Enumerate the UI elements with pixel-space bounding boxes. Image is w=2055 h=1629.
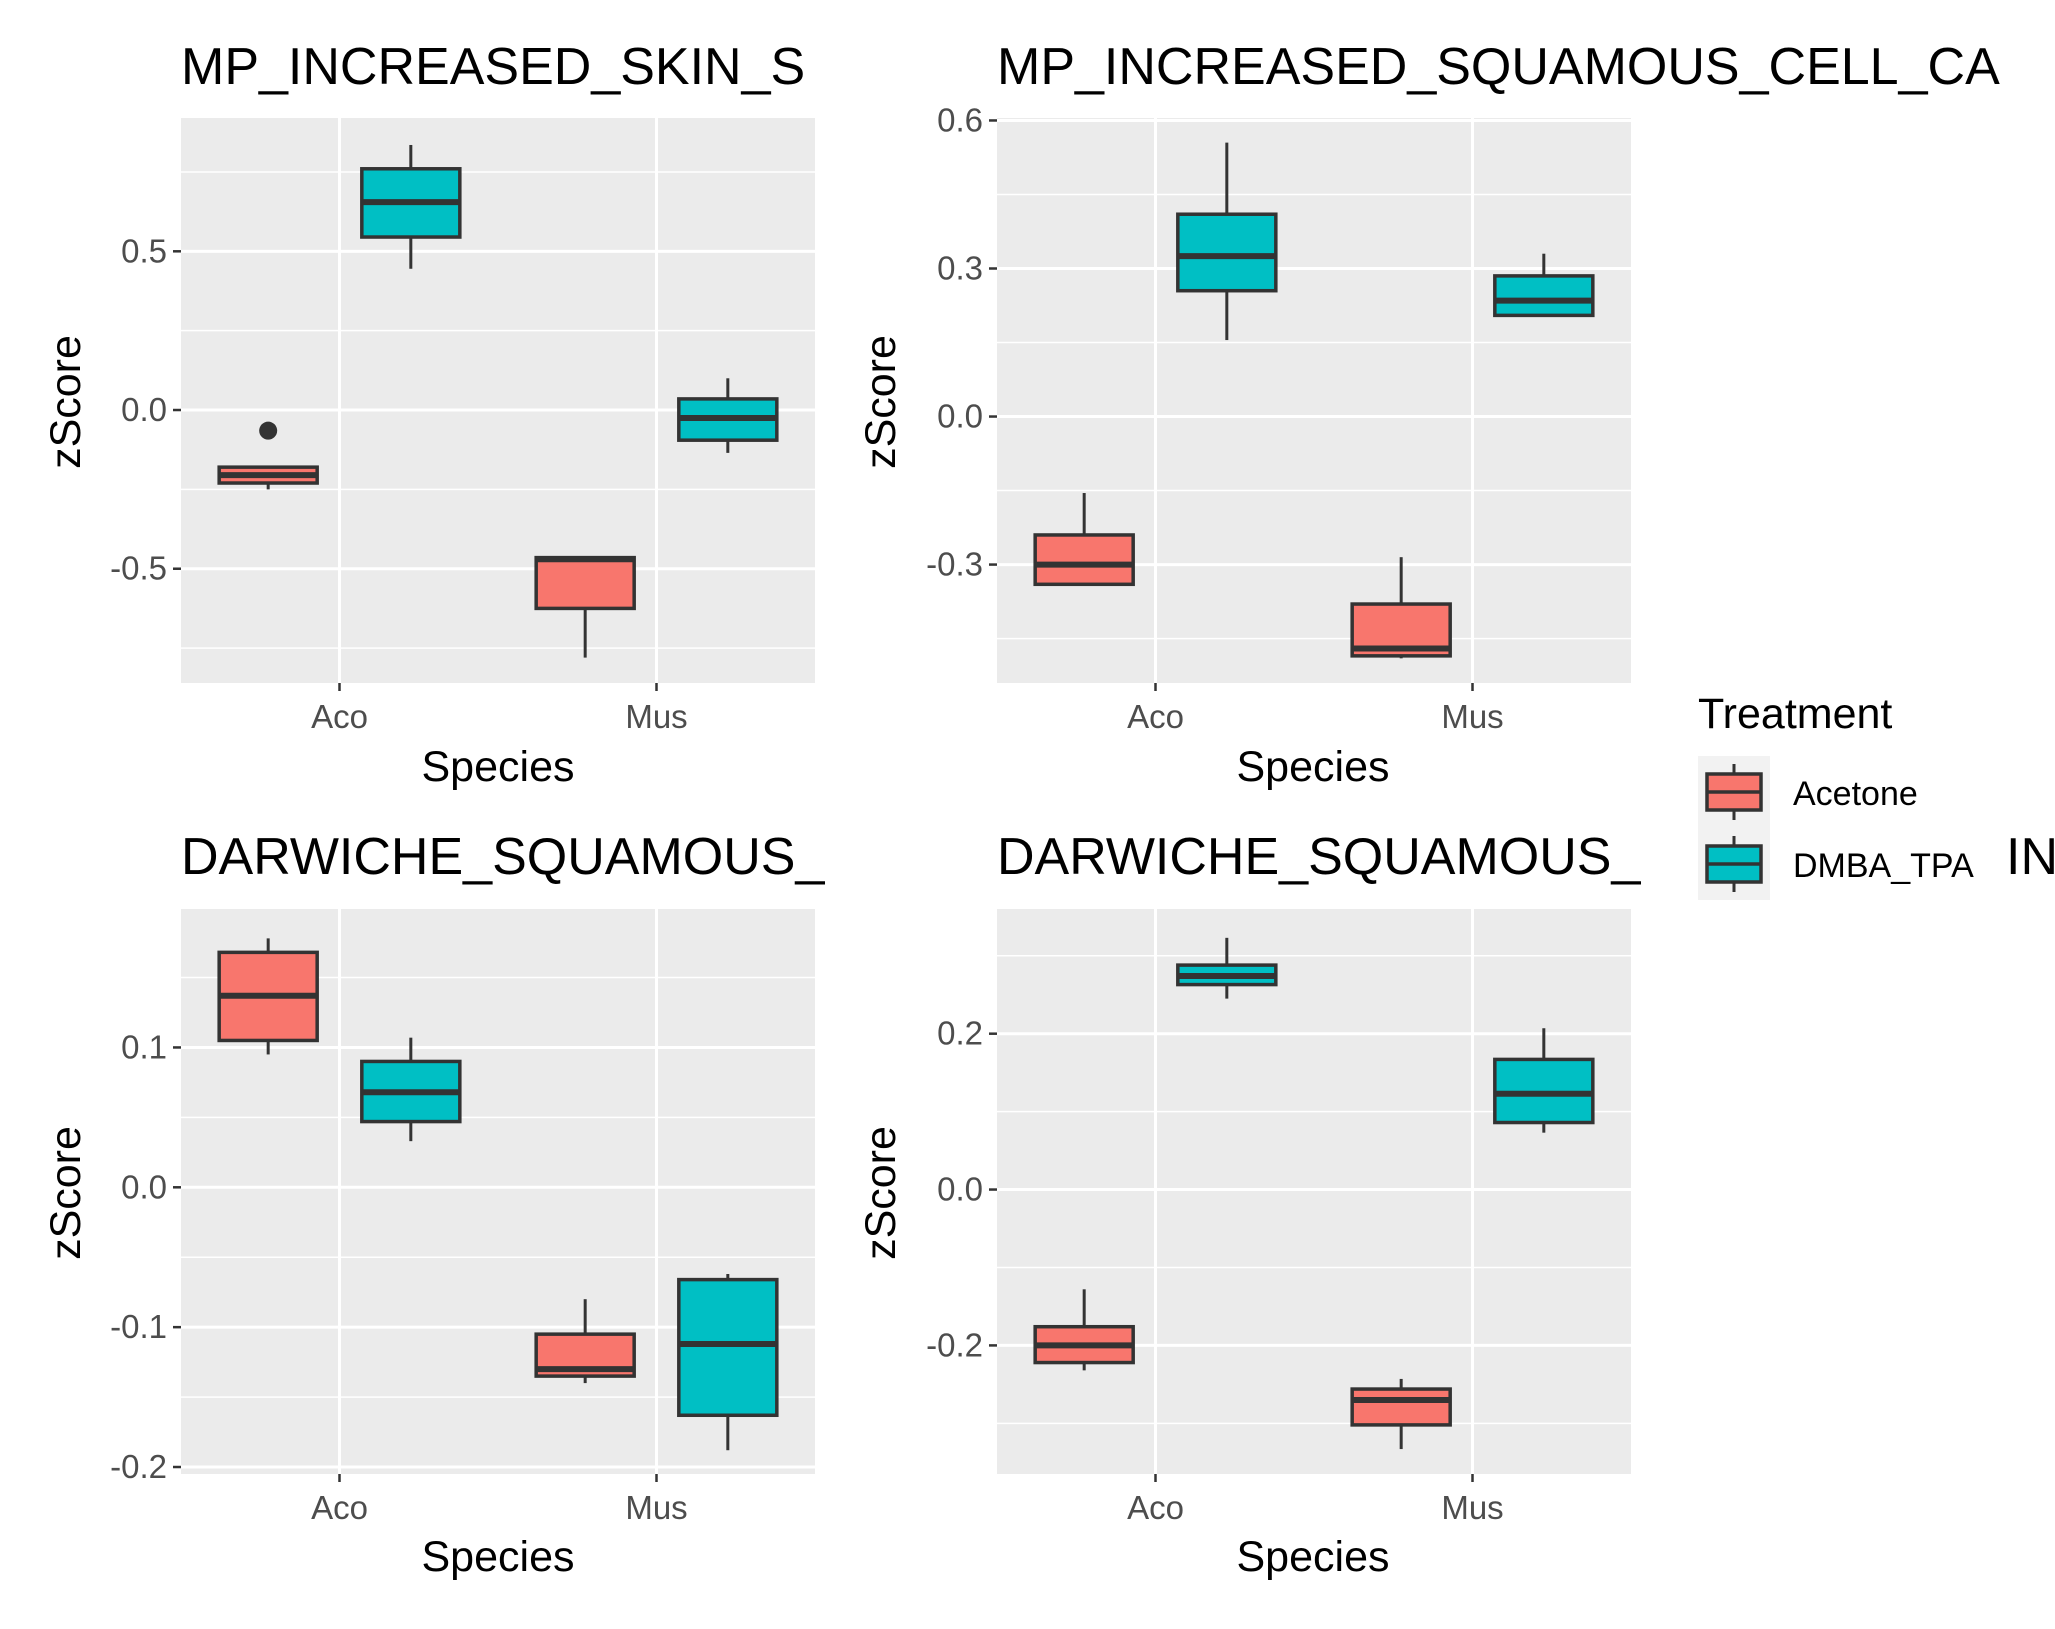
box-acetone-aco bbox=[217, 938, 319, 1055]
panel-title: DARWICHE_SQUAMOUS_ bbox=[997, 828, 1641, 886]
box-acetone-aco bbox=[1033, 493, 1135, 587]
legend-key-dmba-tpa bbox=[1705, 836, 1763, 892]
y-tick-label: -0.2 bbox=[110, 1448, 167, 1485]
y-axis-title: zScore bbox=[42, 335, 90, 469]
outlier-point bbox=[259, 421, 278, 440]
panel-2: MP_INCREASED_SQUAMOUS_CELL_CA zScore Spe… bbox=[857, 38, 2000, 791]
panel-background bbox=[997, 118, 1631, 683]
box-body bbox=[1033, 533, 1135, 587]
legend-label-dmba-tpa: DMBA_TPA bbox=[1793, 847, 1974, 885]
panel-title: MP_INCREASED_SQUAMOUS_CELL_CA bbox=[997, 38, 2000, 96]
y-tick-label: 0.5 bbox=[121, 232, 167, 269]
box-dmba-tpa-mus bbox=[1493, 253, 1595, 318]
x-tick-label: Mus bbox=[1441, 698, 1503, 735]
x-tick-label: Mus bbox=[625, 1489, 687, 1526]
x-axis-title: Species bbox=[1237, 1533, 1390, 1581]
plot-area: -0.5 0.0 0.5 Aco Mus bbox=[110, 118, 815, 735]
y-tick-label: 0.0 bbox=[121, 391, 167, 428]
legend: Treatment Acetone DMBA_TPA IN bbox=[1698, 690, 2055, 900]
y-tick-label: 0.0 bbox=[121, 1168, 167, 1205]
legend-key-acetone bbox=[1705, 764, 1763, 820]
x-tick-label: Mus bbox=[1441, 1489, 1503, 1526]
x-tick-label: Aco bbox=[311, 1489, 368, 1526]
legend-title: Treatment bbox=[1698, 690, 1892, 738]
y-axis-title: zScore bbox=[857, 335, 905, 469]
panel-4: DARWICHE_SQUAMOUS_ zScore Species bbox=[857, 828, 1641, 1581]
x-tick-label: Aco bbox=[311, 698, 368, 735]
box-dmba-tpa-aco bbox=[1176, 937, 1278, 999]
x-tick-label: Aco bbox=[1127, 698, 1184, 735]
y-tick-label: 0.0 bbox=[937, 1171, 983, 1208]
y-tick-label: 0.1 bbox=[121, 1028, 167, 1065]
box-dmba-tpa-mus bbox=[677, 1274, 779, 1451]
x-tick-label: Aco bbox=[1127, 1489, 1184, 1526]
box-dmba-tpa-mus bbox=[677, 378, 779, 453]
y-tick-label: 0.6 bbox=[937, 101, 983, 138]
box-body bbox=[1493, 274, 1595, 318]
box-body bbox=[534, 555, 636, 611]
legend-label-acetone: Acetone bbox=[1793, 775, 1918, 813]
y-axis-title: zScore bbox=[42, 1126, 90, 1260]
panel-title: MP_INCREASED_SKIN_S bbox=[181, 38, 805, 96]
x-axis-title: Species bbox=[422, 1533, 575, 1581]
legend-overflow-text: IN bbox=[2006, 828, 2055, 886]
y-tick-label: -0.1 bbox=[110, 1308, 167, 1345]
box-acetone-mus bbox=[534, 1299, 636, 1384]
box-dmba-tpa-mus bbox=[1493, 1028, 1595, 1133]
x-axis-title: Species bbox=[1237, 743, 1390, 791]
y-axis-title: zScore bbox=[857, 1126, 905, 1260]
y-tick-label: -0.2 bbox=[926, 1326, 983, 1363]
box-acetone-aco bbox=[217, 421, 319, 490]
y-tick-label: 0.0 bbox=[937, 398, 983, 435]
plot-area: -0.3 0.0 0.3 0.6 Aco Mus bbox=[926, 101, 1631, 735]
box-dmba-tpa-aco bbox=[360, 144, 462, 269]
x-tick-label: Mus bbox=[625, 698, 687, 735]
panel-3: DARWICHE_SQUAMOUS_ zScore Species bbox=[42, 828, 825, 1581]
panel-title: DARWICHE_SQUAMOUS_ bbox=[181, 828, 825, 886]
y-tick-label: 0.3 bbox=[937, 250, 983, 287]
y-tick-label: -0.5 bbox=[110, 550, 167, 587]
box-acetone-aco bbox=[1033, 1289, 1135, 1371]
box-dmba-tpa-aco bbox=[360, 1037, 462, 1142]
box-acetone-mus bbox=[534, 555, 636, 658]
box-acetone-mus bbox=[1350, 1378, 1452, 1450]
y-tick-label: 0.2 bbox=[937, 1015, 983, 1052]
y-tick-label: -0.3 bbox=[926, 546, 983, 583]
panel-1: MP_INCREASED_SKIN_S zScore Species bbox=[42, 38, 805, 791]
box-body bbox=[677, 1277, 779, 1418]
panel-background bbox=[997, 909, 1631, 1474]
plot-area: -0.2 -0.1 0.0 0.1 Aco Mus bbox=[110, 909, 815, 1526]
box-acetone-mus bbox=[1350, 557, 1452, 659]
x-axis-title: Species bbox=[422, 743, 575, 791]
box-body bbox=[1176, 212, 1278, 293]
box-body bbox=[1350, 1387, 1452, 1427]
box-dmba-tpa-aco bbox=[1176, 142, 1278, 341]
plot-area: -0.2 0.0 0.2 Aco Mus bbox=[926, 909, 1631, 1526]
